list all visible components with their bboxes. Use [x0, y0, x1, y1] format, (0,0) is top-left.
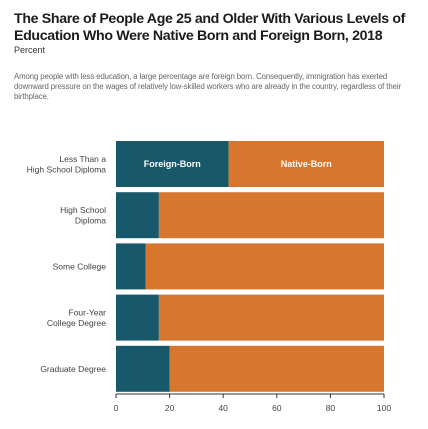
category-label: Less Than a [59, 154, 106, 164]
category-label: Graduate Degree [40, 364, 106, 374]
foreign-born-label: Foreign-Born [144, 159, 201, 169]
foreign-born-bar [116, 141, 229, 187]
foreign-born-bar [116, 192, 159, 239]
bars-layer [116, 141, 384, 392]
native-born-bar [158, 192, 384, 239]
chart-subtitle: Percent [14, 45, 46, 55]
category-label: Some College [53, 261, 107, 271]
x-tick-label: 60 [272, 403, 282, 413]
category-label: Diploma [75, 215, 106, 225]
foreign-born-bar [116, 294, 159, 341]
foreign-born-bar [116, 345, 170, 392]
x-tick-label: 20 [165, 403, 175, 413]
native-born-bar [145, 243, 384, 290]
chart-title: The Share of People Age 25 and Older Wit… [14, 11, 406, 44]
chart-note: Among people with less education, a larg… [14, 72, 401, 101]
x-tick-label: 100 [377, 403, 391, 413]
native-born-bar [228, 141, 384, 187]
x-tick-label: 80 [326, 403, 336, 413]
native-born-label: Native-Born [281, 159, 332, 169]
native-born-bar [169, 345, 384, 392]
category-label: Four-Year [69, 307, 107, 317]
category-label: College Degree [47, 318, 106, 328]
native-born-bar [158, 294, 384, 341]
foreign-born-bar [116, 243, 146, 290]
category-label: High School Diploma [27, 164, 107, 174]
category-label: High School [60, 205, 106, 215]
x-axis: 0 20 40 60 80 100 [114, 393, 391, 413]
x-tick-label: 40 [218, 403, 228, 413]
x-tick-label: 0 [114, 403, 119, 413]
